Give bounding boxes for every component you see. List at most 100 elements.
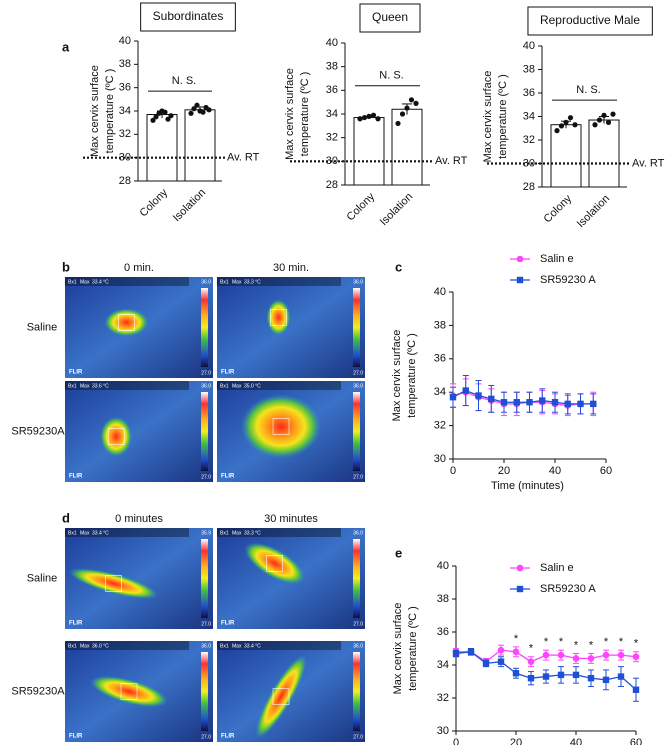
data-point [557, 671, 565, 679]
max-label: Max [232, 383, 242, 389]
brand-logo: FLIR [69, 734, 83, 740]
data-point [452, 650, 460, 657]
data-point [399, 111, 406, 117]
title-box [359, 3, 421, 33]
column-label: 30 min. [273, 262, 309, 274]
significance-star: * [559, 636, 564, 648]
panel-letter: b [62, 259, 70, 274]
data-point [194, 102, 200, 108]
y-tick-label: 32 [434, 420, 446, 432]
y-tick-label: 38 [523, 63, 535, 75]
y-tick-label: 30 [437, 725, 449, 737]
data-point [617, 673, 625, 680]
x-tick-label: Colony [344, 190, 377, 223]
scale-top: 36.0 [201, 383, 211, 389]
color-scale [201, 652, 208, 731]
data-point [512, 648, 520, 656]
max-reading: 33.6 °C [92, 383, 109, 389]
measure-box [118, 314, 135, 331]
bar [146, 114, 178, 182]
max-label: Max [80, 383, 90, 389]
scale-top: 36.0 [201, 279, 211, 285]
info-bar [65, 528, 189, 537]
data-point [557, 651, 565, 659]
color-scale [201, 288, 208, 367]
row-label: SR59230A [11, 425, 65, 437]
data-point [527, 675, 535, 682]
chart-title: Subordinates [153, 9, 224, 23]
bar [184, 109, 216, 182]
y-tick-label: 36 [119, 82, 131, 94]
data-point [602, 676, 610, 684]
max-label: Max [232, 643, 242, 649]
y-tick-label: 34 [326, 108, 338, 120]
measure-box [105, 575, 122, 592]
significance-star: * [634, 638, 639, 650]
data-point [500, 399, 508, 406]
y-tick-label: 32 [523, 134, 535, 146]
legend-label: Salin e [540, 253, 574, 265]
brand-logo: FLIR [221, 734, 235, 740]
info-bar [217, 528, 341, 537]
scale-bottom: 27.0 [353, 621, 363, 627]
data-point [366, 113, 372, 119]
y-tick-label: 38 [119, 58, 131, 70]
row-label: Saline [27, 321, 58, 333]
data-point [610, 111, 616, 117]
y-axis-label: temperature (ºC ) [406, 333, 418, 418]
panel-letter: d [62, 510, 70, 525]
x-tick-label: 20 [498, 465, 510, 477]
info-bar [65, 381, 189, 390]
data-point [587, 675, 595, 682]
scale-top: 36.0 [353, 279, 363, 285]
measure-box [272, 418, 290, 435]
data-point [632, 653, 640, 661]
annotation: N. S. [379, 70, 403, 82]
data-point [590, 400, 597, 408]
panel-letter: a [62, 39, 70, 54]
data-point [513, 399, 520, 406]
box-label: Bx1 [220, 279, 229, 285]
max-label: Max [80, 530, 90, 536]
info-bar [217, 641, 341, 650]
brand-logo: FLIR [69, 474, 83, 480]
data-point [497, 646, 505, 654]
heat-spot [69, 568, 159, 599]
significance-star: * [514, 633, 519, 645]
max-reading: 36.0 °C [92, 643, 109, 649]
scale-bottom: 27.0 [201, 621, 211, 627]
y-tick-label: 32 [119, 128, 131, 140]
heat-spot [90, 675, 168, 708]
heat-spot [255, 654, 307, 739]
data-point [558, 123, 565, 129]
max-reading: 33.4 °C [92, 530, 109, 536]
info-bar [217, 381, 341, 390]
measure-box [270, 309, 287, 326]
x-tick-label: Isolation [378, 191, 415, 228]
data-point [602, 651, 610, 659]
data-point [527, 658, 535, 665]
legend-label: SR59230 A [540, 583, 596, 595]
x-tick-label: 0 [453, 737, 459, 745]
box-label: Bx1 [68, 643, 77, 649]
data-point [462, 387, 469, 394]
data-point [567, 115, 574, 121]
data-point [357, 116, 363, 122]
box-label: Bx1 [68, 279, 77, 285]
scale-bottom: 27.0 [353, 370, 363, 376]
y-axis-label: Max cervix surface [391, 330, 403, 422]
data-point [601, 112, 607, 118]
reference-label: Av. RT [227, 152, 260, 164]
brand-logo: FLIR [221, 370, 235, 376]
measure-box [266, 555, 283, 572]
data-point [191, 106, 197, 112]
data-point [188, 110, 194, 116]
data-point [617, 651, 625, 659]
heat-spot [244, 542, 305, 585]
color-scale [353, 392, 360, 471]
info-bar [65, 641, 189, 650]
x-tick-label: Isolation [575, 193, 612, 230]
data-point [554, 128, 560, 134]
max-reading: 33.4 °C [244, 643, 261, 649]
x-axis-label: Time (minutes) [491, 480, 564, 492]
